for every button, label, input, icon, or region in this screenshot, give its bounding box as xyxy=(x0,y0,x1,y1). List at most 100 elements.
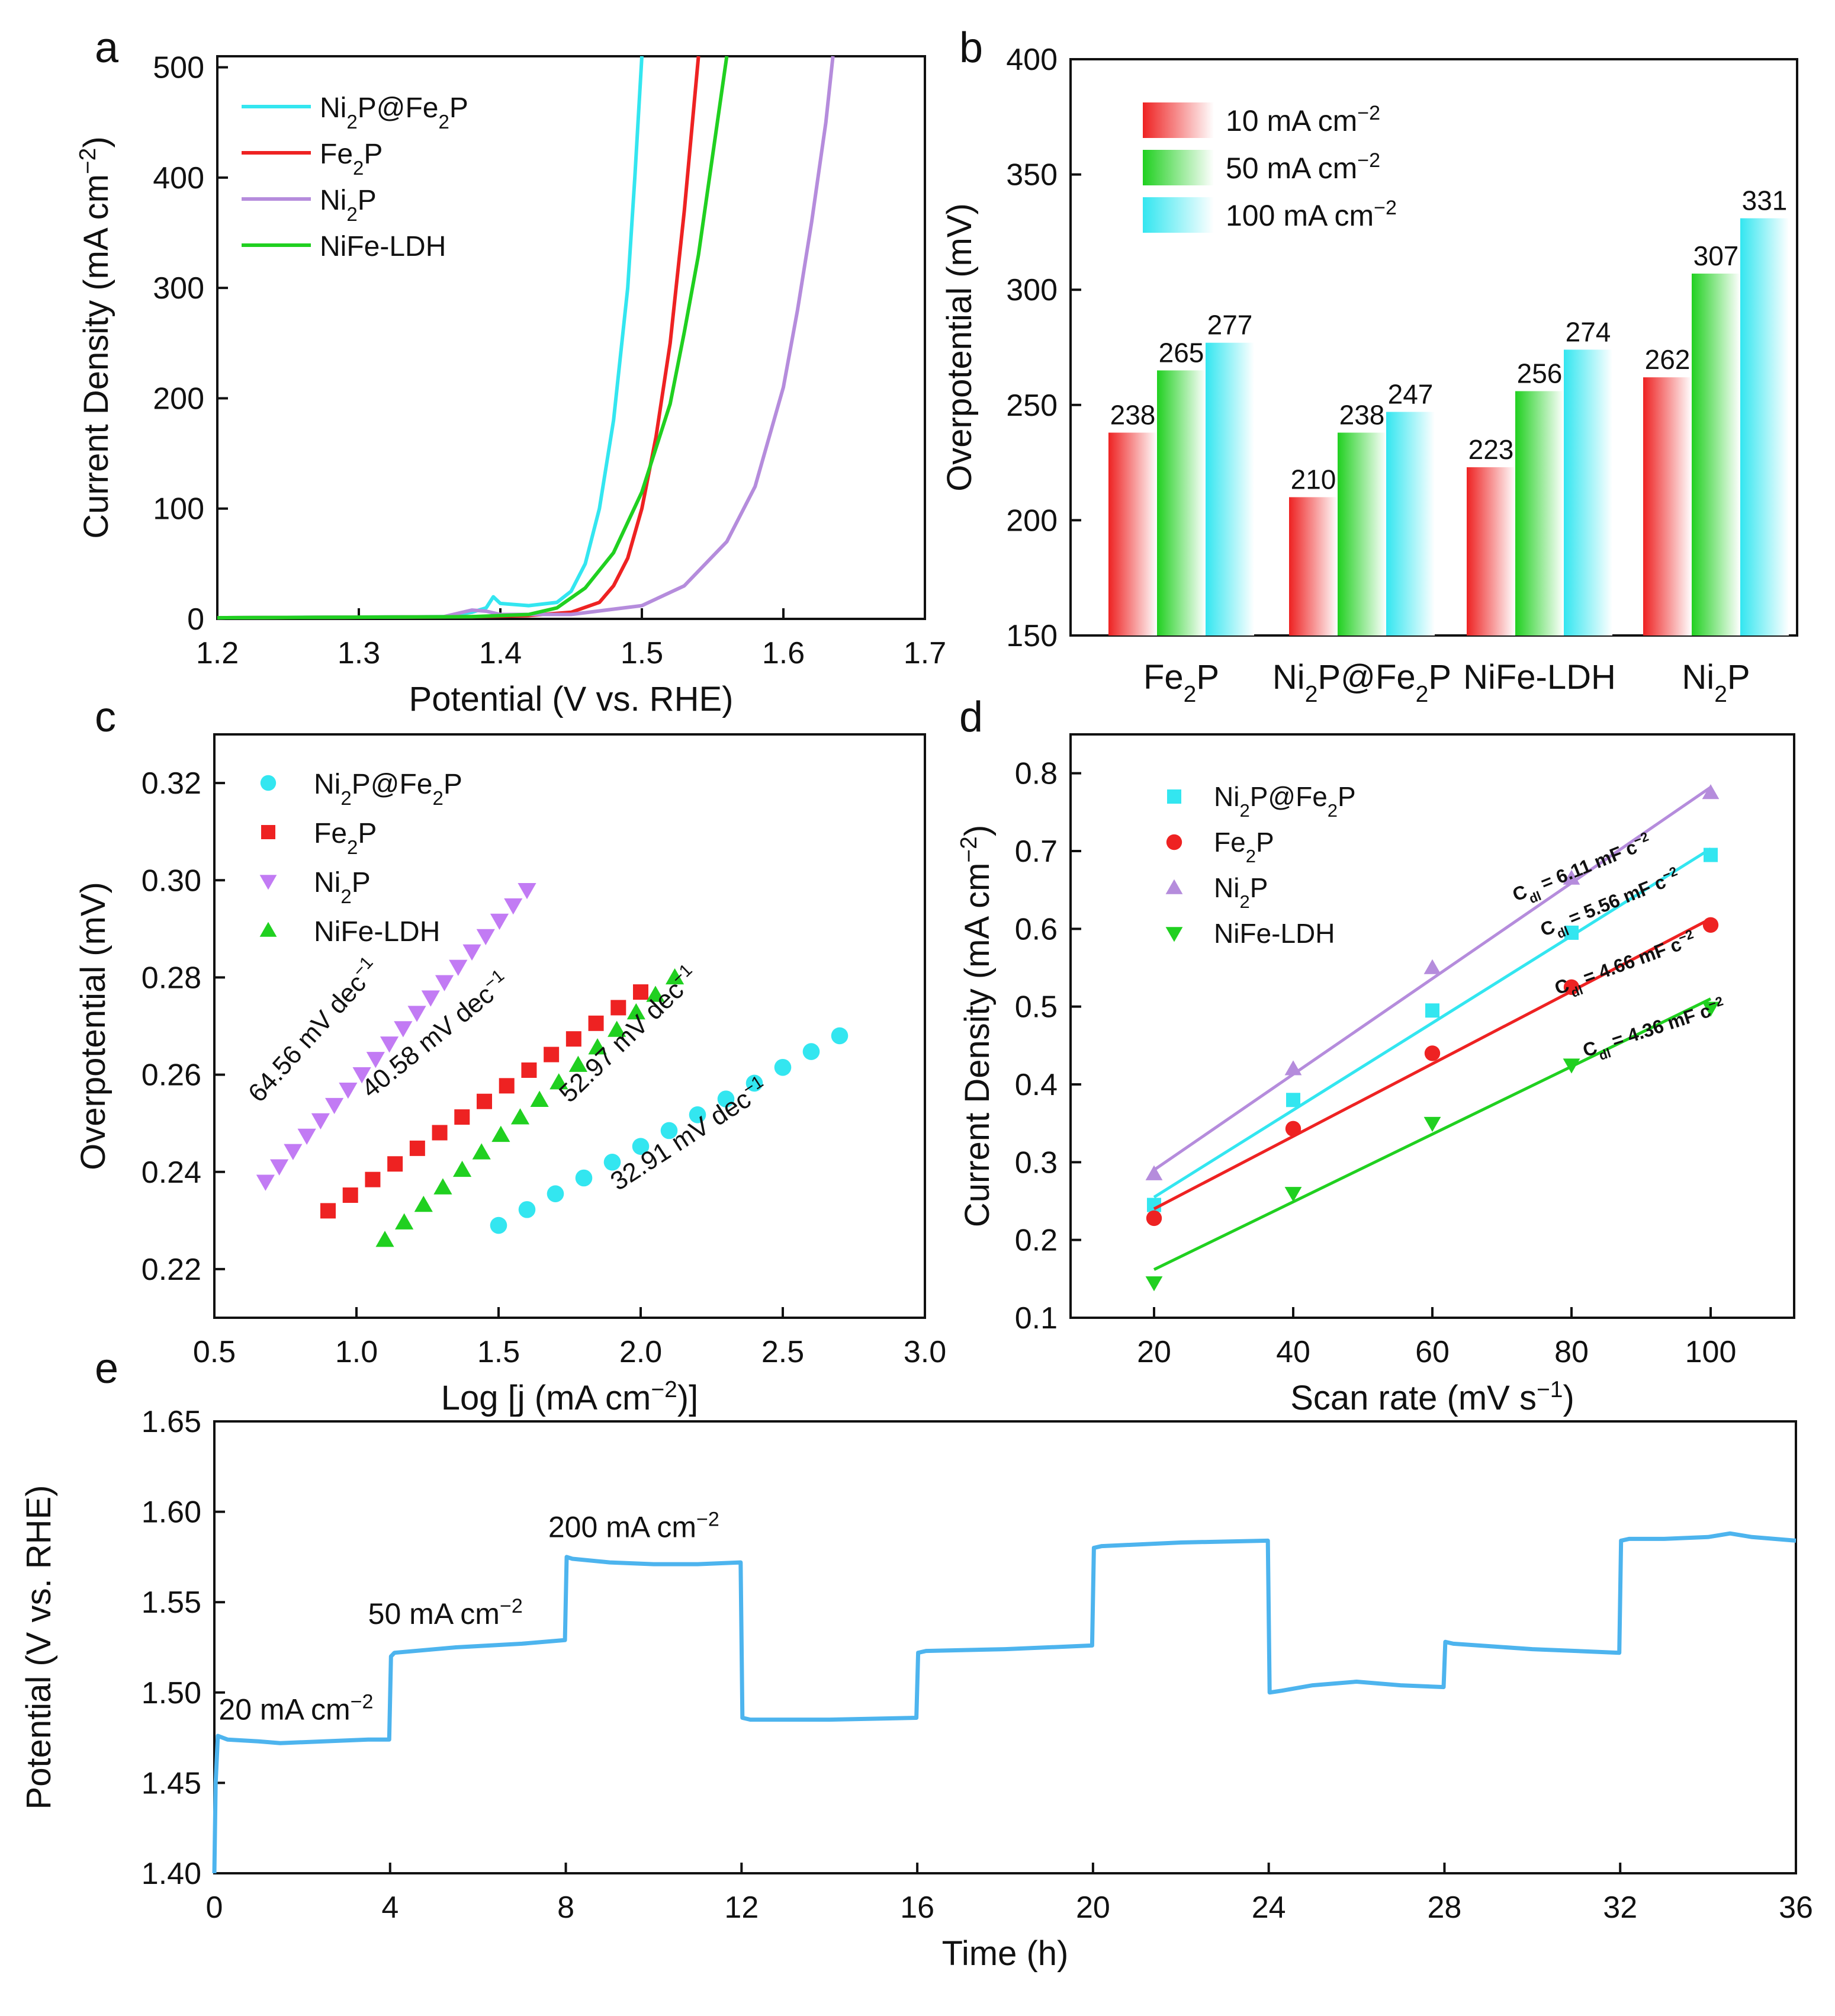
panel-d-fit-ni2p xyxy=(1153,786,1712,1171)
panel-e-line xyxy=(212,1531,1797,1874)
panel-e-ytick-label: 1.60 xyxy=(142,1495,201,1530)
panel-b-bar-label: 274 xyxy=(1566,316,1611,347)
panel-c-point-ni2p xyxy=(270,1159,289,1176)
panel-c-point-fe2p xyxy=(387,1156,403,1172)
panel-c-point-nife-ldh xyxy=(395,1213,414,1229)
panel-c-point-ni2p xyxy=(462,944,481,961)
panel-e-current-label: 200 mA cm−2 xyxy=(548,1508,719,1543)
panel-a-line-ni2p xyxy=(217,56,835,620)
panel-c-ytick-label: 0.26 xyxy=(142,1058,201,1093)
panel-c-xtick-label: 1.5 xyxy=(477,1335,520,1369)
panel-b-legend-swatch xyxy=(1143,197,1214,233)
panel-b-category-label: NiFe-LDH xyxy=(1463,658,1616,696)
panel-d-legend-label: Fe2P xyxy=(1214,827,1274,866)
panel-c-xtick-label: 2.5 xyxy=(761,1335,804,1369)
panel-d-point-ni2p xyxy=(1145,1165,1163,1180)
panel-c-point-fe2p xyxy=(454,1109,470,1125)
panel-c-point-nife-ldh xyxy=(414,1195,433,1212)
panel-d-fit-fe2p xyxy=(1153,917,1712,1211)
panel-c-point-ni2p xyxy=(352,1067,371,1084)
panel-d-fit-nife-ldh xyxy=(1153,997,1712,1271)
panel-a-xtick-label: 1.3 xyxy=(338,636,380,670)
panel-c-point-ni2p xyxy=(256,1174,275,1191)
panel-c-point-fe2p xyxy=(320,1203,336,1219)
panel-c-point-ni2p xyxy=(449,959,468,976)
panel-a-line-nife-ldh xyxy=(217,56,729,620)
panel-d-ytick-label: 0.2 xyxy=(1015,1224,1058,1258)
panel-c-point-nife-ldh xyxy=(472,1143,491,1160)
panel-b-bar-label: 238 xyxy=(1339,400,1385,431)
panel-c-point-nife-ldh xyxy=(452,1160,472,1177)
panel-b-category-label: Ni2P xyxy=(1682,658,1750,707)
panel-c-xtick-label: 0.5 xyxy=(193,1335,236,1369)
panel-d-axes: 20 40 60 80 100 0.1 0.2 0.3 0.4 0.5 0.6 0.7 0.8 Scan … xyxy=(956,733,1795,1417)
panel-a-legend: Ni2P@Fe2P Fe2P Ni2P NiFe-LDH xyxy=(242,92,468,262)
panel-c-point-ni2p-fe2p xyxy=(717,1090,735,1107)
panel-e-xtick-label: 8 xyxy=(557,1890,574,1925)
panel-e-current-label: 50 mA cm−2 xyxy=(368,1595,523,1630)
panel-d-ytick-label: 0.7 xyxy=(1015,834,1058,869)
panel-a-ytick-label: 500 xyxy=(153,51,204,85)
panel-c-legend: Ni2P@Fe2P Fe2P Ni2P NiFe-LDH xyxy=(259,769,462,948)
panel-d-point-nife-ldh xyxy=(1423,1116,1441,1132)
panel-label-a: a xyxy=(95,24,119,72)
panel-a-legend-label: Ni2P@Fe2P xyxy=(320,92,468,133)
panel-b-bar-ni2p-2 xyxy=(1740,218,1789,636)
panel-b-bar-label: 265 xyxy=(1159,337,1204,368)
panel-e-xtick-label: 0 xyxy=(206,1890,223,1925)
panel-c-point-fe2p xyxy=(588,1015,604,1031)
panel-d-ytick-label: 0.8 xyxy=(1015,757,1058,791)
panel-d-xtick-label: 100 xyxy=(1685,1335,1737,1369)
panel-c-xtick-label: 1.0 xyxy=(335,1335,378,1369)
panel-c-point-ni2p xyxy=(421,990,440,1007)
panel-b-bar-label: 262 xyxy=(1645,344,1691,375)
panel-d-point-ni2p xyxy=(1563,869,1580,885)
panel-b-legend-label: 10 mA cm−2 xyxy=(1226,102,1380,137)
panel-c-legend-label: NiFe-LDH xyxy=(314,916,440,948)
panel-e-xtick-label: 28 xyxy=(1428,1890,1462,1925)
panel-c-ytick-label: 0.30 xyxy=(142,863,201,898)
panel-a-legend-label: NiFe-LDH xyxy=(320,231,446,262)
panel-d-xtick-label: 20 xyxy=(1137,1335,1171,1369)
panel-d-point-nife-ldh xyxy=(1145,1276,1163,1292)
panel-b-category-label: Fe2P xyxy=(1143,658,1219,707)
panel-e-ytick-label: 1.65 xyxy=(142,1405,201,1439)
panel-c-legend-label: Fe2P xyxy=(314,818,377,858)
panel-c-point-ni2p xyxy=(394,1021,413,1038)
panel-c-ytick-label: 0.24 xyxy=(142,1155,201,1190)
panel-c-ytick-label: 0.22 xyxy=(142,1253,201,1287)
panel-c-point-nife-ldh xyxy=(568,1055,587,1072)
panel-b-bar-label: 238 xyxy=(1110,400,1156,431)
panel-a-axes: 1.2 1.3 1.4 1.5 1.6 1.7 0 100 200 300 400 500 Potent… xyxy=(75,51,947,718)
panel-b-bar-ni2p-0 xyxy=(1643,377,1692,635)
panel-b-bars: 238265277Fe2P210238247Ni2P@Fe2P223256274… xyxy=(1108,185,1789,707)
panel-b-bar-label: 223 xyxy=(1468,434,1514,465)
panel-b-category-label: Ni2P@Fe2P xyxy=(1272,658,1451,707)
panel-c-point-nife-ldh xyxy=(626,1003,645,1020)
panel-d-legend-marker xyxy=(1166,834,1182,850)
panel-b-ytick-label: 150 xyxy=(1006,619,1058,653)
panel-c-frame xyxy=(213,733,926,1319)
panel-d-xtick-label: 40 xyxy=(1276,1335,1310,1369)
panel-c-point-fe2p xyxy=(365,1171,381,1187)
panel-c-point-ni2p-fe2p xyxy=(518,1201,536,1218)
panel-c-legend-marker xyxy=(259,875,277,890)
panel-c-point-nife-ldh xyxy=(646,985,665,1002)
panel-label-e: e xyxy=(95,1345,119,1392)
panel-c-point-ni2p-fe2p xyxy=(745,1074,763,1092)
panel-e-current-label: 20 mA cm−2 xyxy=(218,1691,373,1726)
panel-d-ytick-label: 0.3 xyxy=(1015,1145,1058,1180)
panel-c-slope-label: 40.58 mV dec−1 xyxy=(355,965,515,1103)
panel-d-point-ni2p-fe2p xyxy=(1286,1093,1300,1107)
panel-c-point-ni2p xyxy=(518,882,536,900)
panel-b-ytick-label: 200 xyxy=(1006,503,1058,538)
panel-e-xtick-label: 4 xyxy=(381,1890,399,1925)
panel-a-line-ni2p-fe2p xyxy=(217,56,644,620)
panel-c-xtick-label: 2.0 xyxy=(619,1335,662,1369)
panel-d-ytick-label: 0.1 xyxy=(1015,1301,1058,1336)
panel-c-point-nife-ldh xyxy=(549,1073,568,1090)
panel-d-legend-marker xyxy=(1165,927,1183,942)
panel-b-bar-ni2p-fe2p-0 xyxy=(1289,497,1338,635)
panel-c-point-nife-ldh xyxy=(530,1090,549,1107)
